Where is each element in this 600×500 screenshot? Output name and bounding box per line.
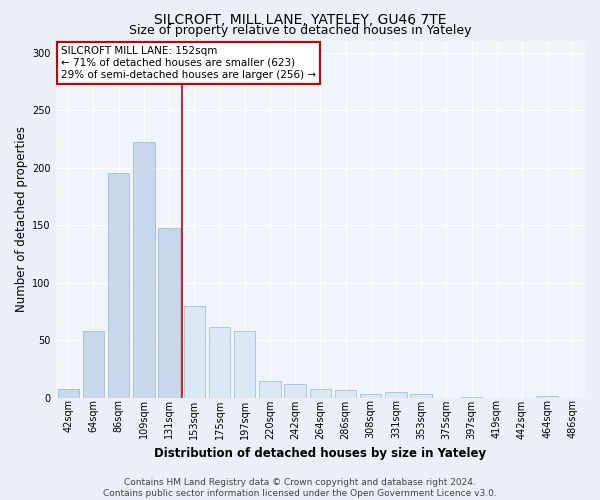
Bar [410,394,432,398]
Bar [310,388,331,398]
Bar [108,174,130,398]
Bar [461,397,482,398]
Text: SILCROFT MILL LANE: 152sqm
← 71% of detached houses are smaller (623)
29% of sem: SILCROFT MILL LANE: 152sqm ← 71% of deta… [61,46,316,80]
Bar [259,380,281,398]
Bar [385,392,407,398]
Bar [335,390,356,398]
Text: Contains HM Land Registry data © Crown copyright and database right 2024.
Contai: Contains HM Land Registry data © Crown c… [103,478,497,498]
Bar [133,142,155,398]
Bar [360,394,382,398]
Y-axis label: Number of detached properties: Number of detached properties [15,126,28,312]
X-axis label: Distribution of detached houses by size in Yateley: Distribution of detached houses by size … [154,447,487,460]
Bar [234,331,256,398]
Bar [58,388,79,398]
Bar [209,326,230,398]
Bar [536,396,558,398]
Bar [184,306,205,398]
Text: SILCROFT, MILL LANE, YATELEY, GU46 7TE: SILCROFT, MILL LANE, YATELEY, GU46 7TE [154,12,446,26]
Text: Size of property relative to detached houses in Yateley: Size of property relative to detached ho… [129,24,471,37]
Bar [158,228,180,398]
Bar [284,384,306,398]
Bar [83,331,104,398]
